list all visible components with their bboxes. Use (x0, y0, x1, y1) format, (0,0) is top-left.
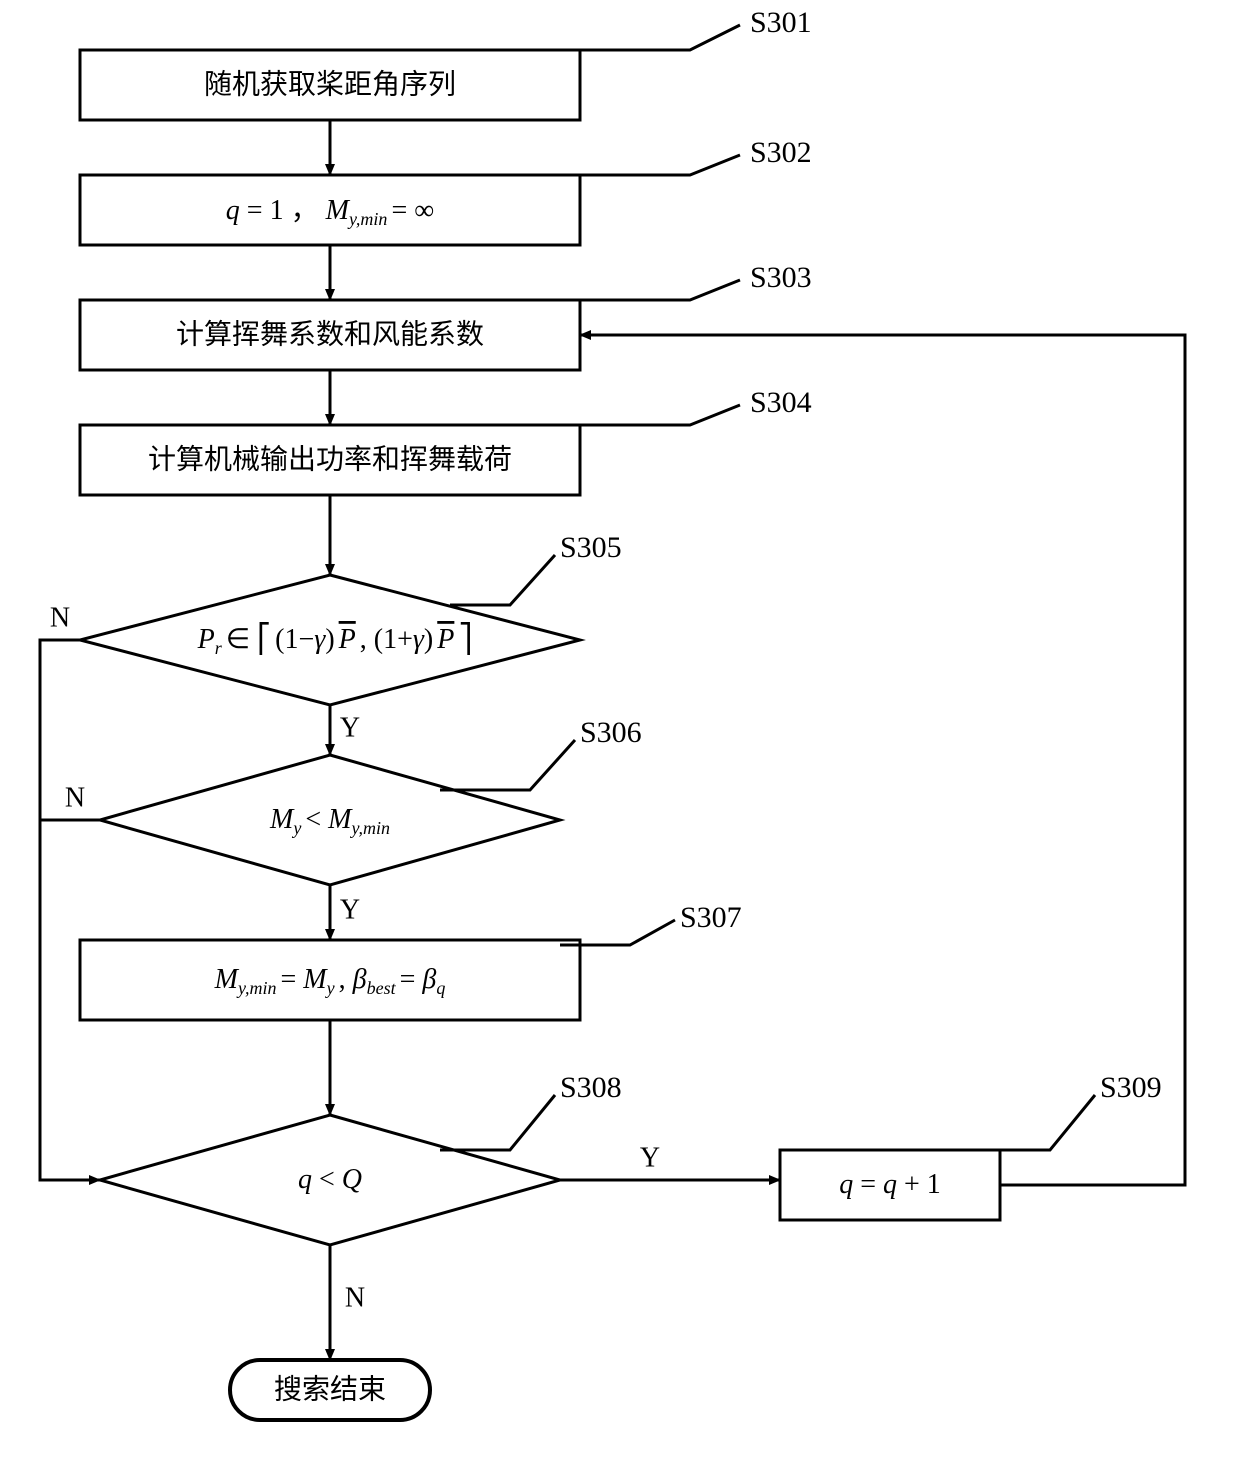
node-s301-text: 随机获取桨距角序列 (204, 68, 456, 100)
edge-s305-s308-n (40, 640, 100, 1180)
label-s308: S308 (560, 1071, 622, 1104)
node-s302-text: q = 1 ， My,min = ∞ (226, 195, 434, 229)
node-s309-text: q = q + 1 (839, 1169, 941, 1200)
leader-s308 (440, 1095, 555, 1150)
lbl-s308-y: Y (640, 1142, 660, 1173)
lbl-s308-n: N (345, 1282, 365, 1313)
node-s304-text: 计算机械输出功率和挥舞载荷 (148, 443, 512, 475)
leader-s304 (560, 405, 740, 425)
label-s306: S306 (580, 716, 642, 749)
leader-s303 (560, 280, 740, 300)
leader-s302 (560, 155, 740, 175)
lbl-s306-y: Y (340, 894, 360, 925)
node-s308-text: q < Q (298, 1164, 362, 1195)
label-s304: S304 (750, 386, 812, 419)
node-s305-text: Pr ∈ ⎡ (1−γ) P , (1+γ) P ⎤ (197, 622, 473, 658)
label-s301: S301 (750, 6, 812, 39)
leader-s309 (990, 1095, 1095, 1150)
lbl-s306-n: N (65, 782, 85, 813)
node-end-text: 搜索结束 (274, 1373, 386, 1405)
label-s305: S305 (560, 531, 622, 564)
leader-s306 (440, 740, 575, 790)
leader-s305 (450, 555, 555, 605)
lbl-s305-n: N (50, 602, 70, 633)
label-s302: S302 (750, 136, 812, 169)
label-s309: S309 (1100, 1071, 1162, 1104)
node-s303-text: 计算挥舞系数和风能系数 (176, 318, 484, 350)
lbl-s305-y: Y (340, 712, 360, 743)
label-s303: S303 (750, 261, 812, 294)
leader-s301 (560, 25, 740, 50)
label-s307: S307 (680, 901, 742, 934)
edge-s309-s303 (580, 335, 1185, 1185)
